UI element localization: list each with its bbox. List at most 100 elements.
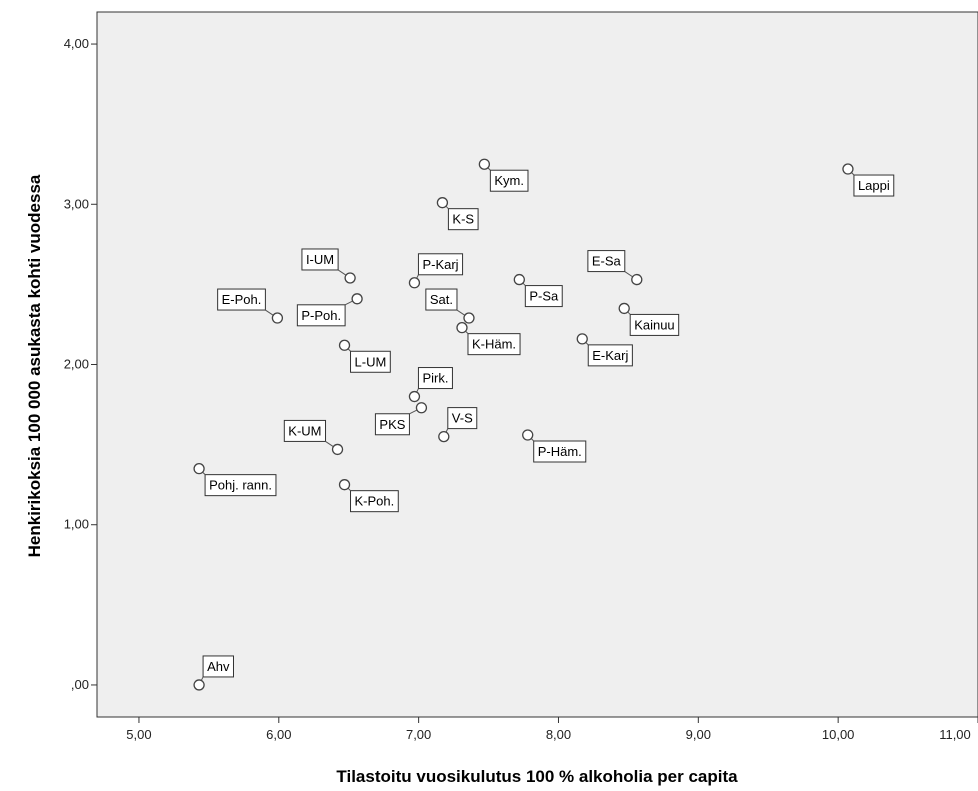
point-label: E-Karj	[592, 348, 628, 363]
scatter-point	[408, 390, 421, 403]
scatter-point	[522, 429, 534, 441]
point-label-box	[629, 313, 680, 336]
plot-area	[96, 11, 978, 718]
point-label-box	[587, 344, 633, 367]
scatter-point	[576, 333, 588, 345]
data-point-group: K-Häm.	[456, 321, 521, 356]
y-tick-label: 3,00	[64, 196, 89, 211]
point-label-box	[533, 440, 587, 463]
point-label-box	[283, 419, 327, 442]
data-point-group: P-Poh.	[296, 293, 363, 327]
x-axis: 5,00 6,00 7,00 8,00 9,00 10,00 11,00	[126, 717, 978, 742]
data-point-group: K-Poh.	[338, 479, 399, 513]
point-label: Lappi	[858, 178, 890, 193]
data-point-group: Pohj. rann.	[193, 462, 277, 497]
data-point-group: Kainuu	[618, 302, 680, 336]
point-label: K-S	[452, 212, 474, 227]
scatter-point	[193, 462, 205, 475]
point-label-box	[489, 169, 529, 192]
scatter-point	[338, 339, 351, 351]
data-point-group: E-Karj	[576, 333, 633, 367]
data-point-group: P-Karj	[408, 253, 464, 289]
point-label-box	[587, 250, 626, 273]
point-label-box	[350, 490, 399, 513]
data-point-group: Lappi	[842, 163, 895, 197]
point-label: Pohj. rann.	[209, 478, 272, 493]
point-label: Kainuu	[634, 317, 674, 332]
point-label-box	[467, 333, 521, 356]
x-tick-label: 6,00	[266, 727, 291, 742]
scatter-point	[618, 302, 630, 315]
point-label-box	[425, 288, 458, 311]
scatter-point	[513, 273, 525, 286]
point-label-box	[350, 350, 391, 373]
point-label: K-Poh.	[355, 494, 395, 509]
y-tick-label: ,00	[71, 677, 89, 692]
scatter-point	[842, 163, 854, 175]
point-label-box	[204, 474, 277, 497]
data-point-group: PKS	[374, 402, 428, 436]
data-point-group: Pirk.	[408, 367, 453, 403]
scatter-point	[478, 158, 491, 170]
y-axis-title: Henkirikoksia 100 000 asukasta kohti vuo…	[25, 174, 44, 557]
point-label: P-Sa	[529, 289, 559, 304]
data-point-group: P-Sa	[513, 273, 563, 308]
data-point-group: V-S	[438, 407, 478, 443]
scatter-point	[415, 402, 428, 414]
point-label-box	[524, 285, 563, 308]
x-tick-label: 8,00	[546, 727, 571, 742]
x-axis-title: Tilastoitu vuosikulutus 100 % alkoholia …	[336, 767, 738, 786]
scatter-point	[463, 312, 475, 324]
points-layer: Lappi Kym. K-S I-UM P-Karj E-Poh. P-Poh. Sat. K-…	[193, 158, 895, 691]
scatter-point	[351, 293, 363, 305]
data-point-group: E-Poh.	[217, 288, 284, 324]
data-point-group: Ahv	[193, 655, 234, 691]
point-label-box	[417, 253, 464, 276]
data-point-group: K-UM	[283, 419, 344, 456]
data-point-group: P-Häm.	[522, 429, 587, 463]
scatter-point	[436, 197, 449, 209]
data-point-group: L-UM	[338, 339, 391, 373]
x-tick-label: 7,00	[406, 727, 431, 742]
scatter-point	[193, 679, 205, 691]
point-label: Pirk.	[422, 371, 448, 386]
point-label: V-S	[452, 411, 473, 426]
point-label: K-UM	[288, 423, 321, 438]
scatter-point	[344, 272, 356, 284]
point-label: I-UM	[306, 252, 334, 267]
point-label: E-Poh.	[222, 292, 262, 307]
y-tick-label: 2,00	[64, 357, 89, 372]
y-tick-label: 4,00	[64, 36, 89, 51]
data-point-group: Kym.	[478, 158, 529, 192]
x-tick-label: 11,00	[939, 727, 971, 742]
point-label-box	[447, 208, 479, 231]
point-label: L-UM	[355, 354, 387, 369]
point-label-box	[202, 655, 234, 678]
point-label-box	[217, 288, 266, 311]
data-point-group: I-UM	[301, 248, 356, 284]
point-label-box	[417, 367, 453, 390]
x-tick-label: 10,00	[822, 727, 855, 742]
point-label: E-Sa	[592, 254, 622, 269]
scatter-point	[271, 312, 284, 324]
scatter-point	[631, 273, 643, 286]
scatter-point	[438, 430, 450, 443]
point-label: K-Häm.	[472, 337, 516, 352]
point-label: Sat.	[430, 292, 453, 307]
scatter-point	[456, 321, 468, 334]
data-point-group: E-Sa	[587, 250, 643, 286]
point-label: P-Häm.	[538, 444, 582, 459]
point-label-box	[374, 413, 410, 436]
point-label-box	[301, 248, 339, 271]
x-tick-label: 9,00	[686, 727, 711, 742]
scatter-point	[408, 277, 421, 289]
point-label-box	[296, 304, 346, 327]
point-label-box	[853, 174, 895, 197]
point-label: P-Poh.	[301, 308, 341, 323]
point-label: Kym.	[494, 173, 524, 188]
data-point-group: Sat.	[425, 288, 475, 324]
scatter-point	[331, 443, 344, 456]
y-axis: ,00 1,00 2,00 3,00 4,00	[64, 36, 97, 692]
point-label: PKS	[379, 417, 405, 432]
